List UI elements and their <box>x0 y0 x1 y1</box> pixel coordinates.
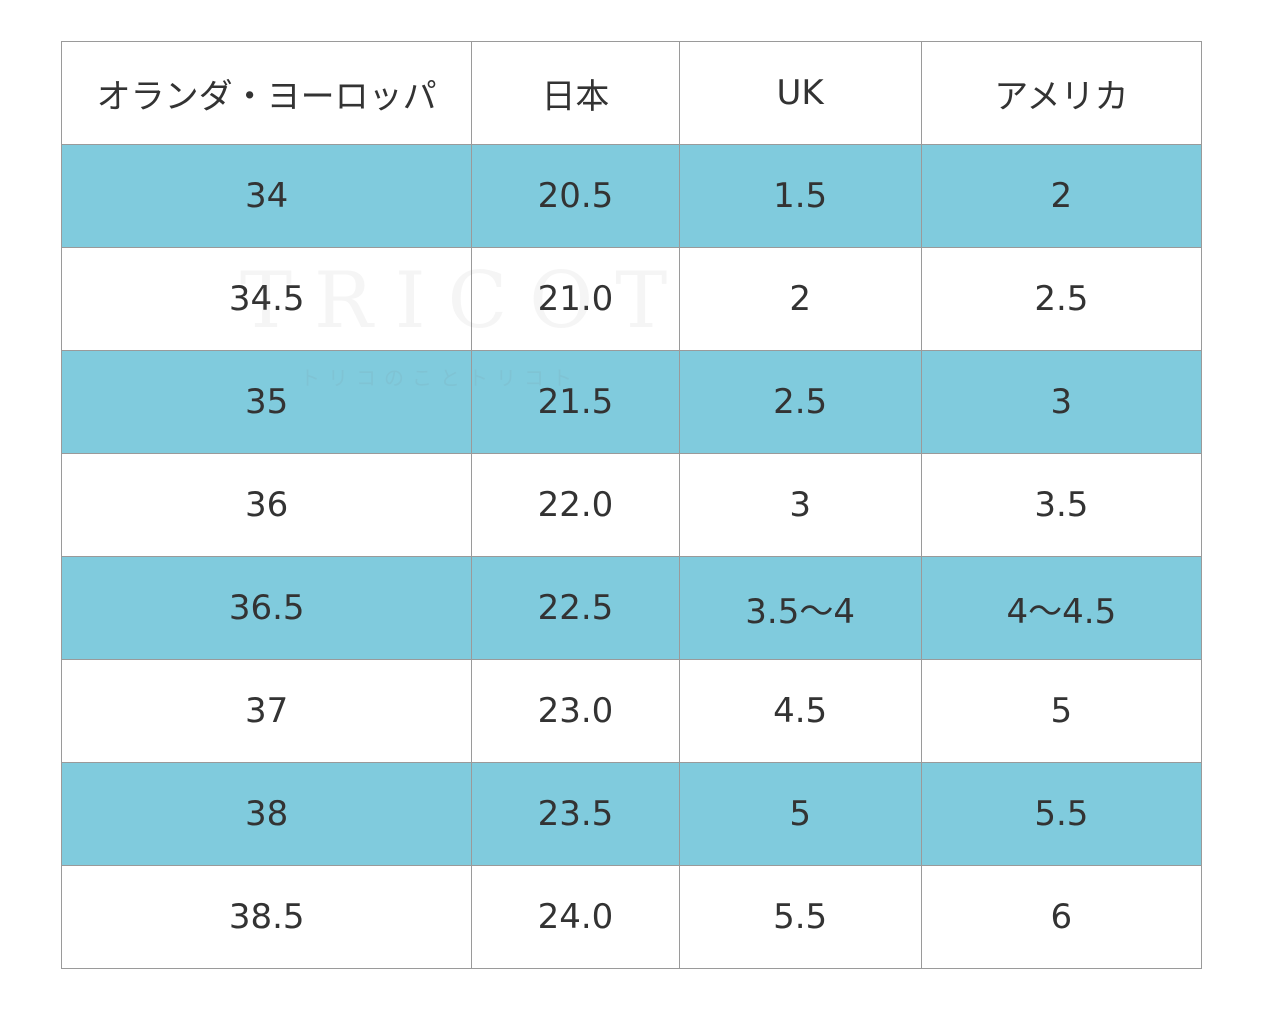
cell-uk: 2.5 <box>678 350 922 454</box>
cell-usa: 4～4.5 <box>920 556 1203 660</box>
cell-usa: 3.5 <box>920 453 1203 557</box>
cell-uk: 5.5 <box>678 865 922 969</box>
cell-japan: 20.5 <box>471 144 680 248</box>
cell-japan: 23.0 <box>471 659 680 763</box>
cell-japan: 21.0 <box>471 247 680 351</box>
cell-uk: 5 <box>678 762 922 866</box>
cell-eu: 36.5 <box>60 556 473 660</box>
cell-eu: 35 <box>60 350 473 454</box>
table-row: 34.5 21.0 2 2.5 <box>60 247 1203 351</box>
table-row: 38.5 24.0 5.5 6 <box>60 865 1203 969</box>
cell-eu: 36 <box>60 453 473 557</box>
table-row: 37 23.0 4.5 5 <box>60 659 1203 763</box>
table-row: 36.5 22.5 3.5～4 4～4.5 <box>60 556 1203 660</box>
table-row: 35 21.5 2.5 3 <box>60 350 1203 454</box>
table-row: 38 23.5 5 5.5 <box>60 762 1203 866</box>
cell-uk: 2 <box>678 247 922 351</box>
header-japan: 日本 <box>471 41 680 145</box>
cell-japan: 21.5 <box>471 350 680 454</box>
cell-eu: 38.5 <box>60 865 473 969</box>
cell-eu: 34.5 <box>60 247 473 351</box>
cell-eu: 34 <box>60 144 473 248</box>
cell-eu: 37 <box>60 659 473 763</box>
cell-usa: 2.5 <box>920 247 1203 351</box>
cell-uk: 3 <box>678 453 922 557</box>
header-usa: アメリカ <box>920 41 1203 145</box>
cell-uk: 4.5 <box>678 659 922 763</box>
cell-eu: 38 <box>60 762 473 866</box>
table-header-row: オランダ・ヨーロッパ 日本 UK アメリカ <box>60 41 1203 145</box>
cell-usa: 6 <box>920 865 1203 969</box>
size-conversion-table: オランダ・ヨーロッパ 日本 UK アメリカ 34 20.5 1.5 2 34.5… <box>60 41 1203 969</box>
cell-usa: 3 <box>920 350 1203 454</box>
cell-usa: 2 <box>920 144 1203 248</box>
cell-japan: 24.0 <box>471 865 680 969</box>
cell-uk: 3.5～4 <box>678 556 922 660</box>
cell-usa: 5.5 <box>920 762 1203 866</box>
cell-japan: 22.5 <box>471 556 680 660</box>
table-row: 34 20.5 1.5 2 <box>60 144 1203 248</box>
cell-uk: 1.5 <box>678 144 922 248</box>
header-uk: UK <box>678 41 922 145</box>
cell-japan: 23.5 <box>471 762 680 866</box>
table-row: 36 22.0 3 3.5 <box>60 453 1203 557</box>
cell-usa: 5 <box>920 659 1203 763</box>
header-eu: オランダ・ヨーロッパ <box>60 41 473 145</box>
cell-japan: 22.0 <box>471 453 680 557</box>
